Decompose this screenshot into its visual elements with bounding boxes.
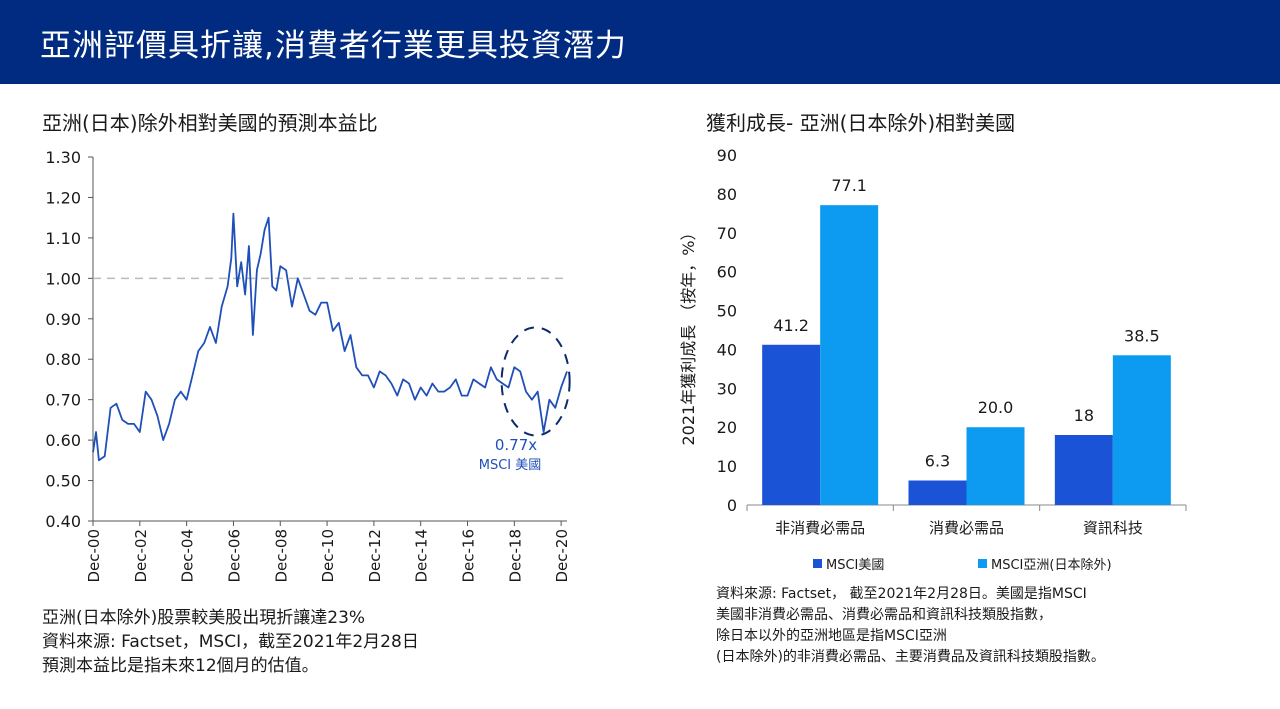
pe-ratio-line bbox=[92, 212, 568, 462]
right-note-line: 美國非消費必需品、消費必需品和資訊科技類股指數， bbox=[716, 607, 1052, 623]
legend-label: MSCI亞洲(日本除外) bbox=[991, 558, 1112, 573]
y-tick-label: 50 bbox=[717, 302, 737, 321]
y-tick-label: 90 bbox=[717, 146, 737, 165]
right-notes: 資料來源: Factset， 截至2021年2月28日。美國是指MSCI 美國非… bbox=[716, 584, 1105, 668]
legend-swatch bbox=[978, 559, 987, 568]
bar-asia bbox=[820, 205, 879, 505]
y-axis-title: 2021年獲利成長 （按年，%） bbox=[679, 224, 698, 445]
x-tick-label: Dec-06 bbox=[225, 529, 243, 583]
data-label: 20.0 bbox=[978, 398, 1014, 417]
category-label: 非消費必需品 bbox=[775, 519, 865, 537]
bar-us bbox=[908, 480, 967, 505]
y-tick-label: 0.90 bbox=[45, 310, 81, 329]
x-tick-label: Dec-08 bbox=[272, 529, 290, 583]
annotation-label: MSCI 美國 bbox=[479, 458, 542, 473]
x-tick-label: Dec-04 bbox=[179, 529, 197, 583]
x-tick-label: Dec-10 bbox=[319, 529, 337, 583]
y-tick-label: 10 bbox=[717, 457, 737, 476]
x-tick-label: Dec-02 bbox=[132, 529, 150, 583]
legend-label: MSCI美國 bbox=[826, 558, 884, 573]
left-note-line: 亞洲(日本除外)股票較美股出現折讓達23% bbox=[42, 608, 366, 628]
data-label: 18 bbox=[1074, 406, 1094, 425]
annotation-value: 0.77x bbox=[495, 436, 537, 454]
right-note-line: 除日本以外的亞洲地區是指MSCI亞洲 bbox=[716, 628, 947, 644]
page-title: 亞洲評價具折讓,消費者行業更具投資潛力 bbox=[40, 28, 627, 64]
y-tick-label: 20 bbox=[717, 418, 737, 437]
x-tick-label: Dec-20 bbox=[553, 529, 571, 583]
x-tick-label: Dec-00 bbox=[85, 529, 103, 583]
y-tick-label: 1.10 bbox=[45, 229, 81, 248]
y-tick-label: 0.50 bbox=[45, 472, 81, 491]
y-tick-label: 60 bbox=[717, 263, 737, 282]
data-label: 41.2 bbox=[773, 316, 809, 335]
right-chart-title: 獲利成長- 亞洲(日本除外)相對美國 bbox=[706, 111, 1016, 135]
y-tick-label: 1.20 bbox=[45, 188, 81, 207]
left-chart-title: 亞洲(日本)除外相對美國的預測本益比 bbox=[42, 111, 378, 135]
left-notes: 亞洲(日本除外)股票較美股出現折讓達23% 資料來源: Factset，MSCI… bbox=[42, 606, 419, 678]
y-tick-label: 0.70 bbox=[45, 391, 81, 410]
data-label: 38.5 bbox=[1124, 326, 1160, 345]
left-note-line: 預測本益比是指未來12個月的估值。 bbox=[42, 656, 319, 676]
category-label: 資訊科技 bbox=[1083, 519, 1143, 537]
x-tick-label: Dec-14 bbox=[413, 529, 431, 583]
y-tick-label: 0.80 bbox=[45, 350, 81, 369]
category-label: 消費必需品 bbox=[929, 519, 1004, 537]
data-label: 77.1 bbox=[831, 176, 867, 195]
highlight-ellipse bbox=[500, 326, 571, 437]
title-banner: 亞洲評價具折讓,消費者行業更具投資潛力 bbox=[0, 0, 1280, 84]
bar-us bbox=[1054, 435, 1113, 505]
bar-us bbox=[762, 344, 821, 505]
right-note-line: 資料來源: Factset， 截至2021年2月28日。美國是指MSCI bbox=[716, 586, 1087, 602]
y-tick-label: 80 bbox=[717, 185, 737, 204]
bar-asia bbox=[1112, 355, 1171, 505]
x-tick-label: Dec-12 bbox=[366, 529, 384, 583]
legend-swatch bbox=[813, 559, 822, 568]
y-tick-label: 40 bbox=[717, 340, 737, 359]
x-tick-label: Dec-16 bbox=[460, 529, 478, 583]
x-tick-label: Dec-18 bbox=[506, 529, 524, 583]
y-tick-label: 30 bbox=[717, 379, 737, 398]
left-note-line: 資料來源: Factset，MSCI，截至2021年2月28日 bbox=[42, 632, 419, 652]
y-tick-label: 1.30 bbox=[45, 148, 81, 167]
y-tick-label: 70 bbox=[717, 224, 737, 243]
data-label: 6.3 bbox=[925, 452, 950, 471]
bar-asia bbox=[966, 427, 1025, 505]
y-tick-label: 0.40 bbox=[45, 512, 81, 531]
y-tick-label: 0.60 bbox=[45, 431, 81, 450]
y-tick-label: 0 bbox=[727, 496, 737, 515]
right-note-line: (日本除外)的非消費必需品、主要消費品及資訊科技類股指數。 bbox=[716, 649, 1105, 665]
y-tick-label: 1.00 bbox=[45, 269, 81, 288]
